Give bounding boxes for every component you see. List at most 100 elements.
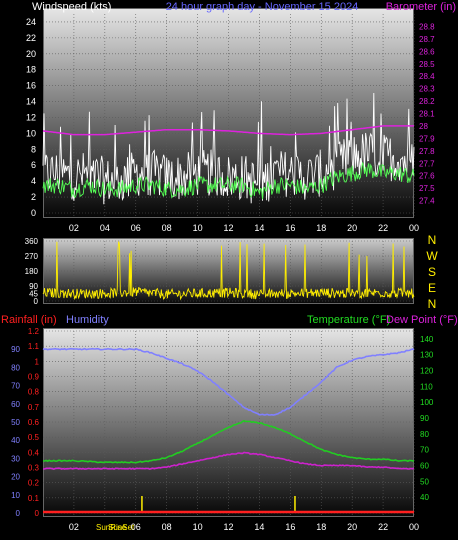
temperature-x-tick-label: 00 xyxy=(409,522,419,532)
direction-y-tick-label: 45 xyxy=(29,290,38,299)
rain-tick-label: 0.4 xyxy=(28,448,40,457)
wind-x-tick-label: 08 xyxy=(162,223,172,233)
direction-y-tick-label: 90 xyxy=(29,282,38,291)
barometer-tick-label: 28.3 xyxy=(419,85,435,94)
temperature-line xyxy=(43,419,415,464)
rain-tick-label: 0.3 xyxy=(28,464,40,473)
rain-tick-label: 0.7 xyxy=(28,403,40,412)
barometer-line xyxy=(42,125,414,136)
temperature-plot-area xyxy=(43,328,414,517)
humidity-tick-label: 10 xyxy=(11,491,20,500)
barometer-tick-label: 27.8 xyxy=(419,147,435,156)
wind-x-tick-label: 22 xyxy=(378,223,388,233)
temperature-tick-label: 60 xyxy=(420,462,429,471)
barometer-tick-label: 27.9 xyxy=(419,134,435,143)
temperature-x-tick-label: 02 xyxy=(69,522,79,532)
rain-tick-label: 0 xyxy=(35,509,40,518)
wind-y-tick-label: 12 xyxy=(26,112,36,122)
wind-x-tick-label: 14 xyxy=(254,223,264,233)
wind-y-tick-label: 16 xyxy=(26,81,36,91)
barometer-tick-label: 28.7 xyxy=(419,35,435,44)
dewpoint-line xyxy=(42,451,415,470)
rain-tick-label: 1 xyxy=(35,357,40,366)
compass-w: W xyxy=(426,249,438,263)
direction-y-tick-label: 270 xyxy=(25,252,39,261)
humidity-tick-label: 50 xyxy=(11,418,20,427)
rain-tick-label: 0.1 xyxy=(28,494,40,503)
compass-s: S xyxy=(428,265,436,279)
grid-layer xyxy=(43,14,415,517)
temperature-panel-frame xyxy=(43,328,414,517)
barometer-tick-label: 28.2 xyxy=(419,97,435,106)
wind-y-tick-label: 14 xyxy=(26,97,36,107)
wind-y-tick-label: 20 xyxy=(26,49,36,59)
wind-x-tick-label: 02 xyxy=(69,223,79,233)
wind-y-tick-label: 10 xyxy=(26,128,36,138)
windspeed-axis-title: Windspeed (kts) xyxy=(32,1,111,13)
wind-y-tick-label: 6 xyxy=(31,160,36,170)
wind-x-tick-label: 18 xyxy=(316,223,326,233)
wind-y-tick-label: 18 xyxy=(26,65,36,75)
humidity-line xyxy=(42,347,415,416)
compass-e: E xyxy=(428,281,436,295)
temperature-tick-label: 100 xyxy=(420,398,434,407)
temperature-tick-label: 80 xyxy=(420,430,429,439)
humidity-tick-label: 70 xyxy=(11,382,20,391)
wind-x-tick-label: 20 xyxy=(347,223,357,233)
windspeed-line xyxy=(42,92,415,205)
humidity-tick-label: 40 xyxy=(11,436,20,445)
barometer-tick-label: 27.6 xyxy=(419,172,435,181)
humidity-tick-label: 80 xyxy=(11,363,20,372)
temperature-tick-label: 40 xyxy=(420,493,429,502)
temperature-tick-label: 140 xyxy=(420,335,434,344)
graph-title: 24 hour graph day - November 15 2024 xyxy=(166,1,359,13)
temperature-x-tick-label: 12 xyxy=(223,522,233,532)
wind-average-line xyxy=(42,162,415,200)
wind-y-tick-label: 22 xyxy=(26,33,36,43)
direction-y-tick-label: 180 xyxy=(25,267,39,276)
wind-x-tick-label: 04 xyxy=(100,223,110,233)
temperature-tick-label: 120 xyxy=(420,367,434,376)
rain-tick-label: 1.2 xyxy=(28,327,40,336)
rain-tick-label: 0.9 xyxy=(28,373,40,382)
rain-tick-label: 0.6 xyxy=(28,418,40,427)
temperature-axis-title: Temperature (°F) xyxy=(307,314,390,326)
sunrise-label: SunRise xyxy=(96,523,127,532)
barometer-tick-label: 28 xyxy=(419,122,428,131)
temperature-tick-label: 70 xyxy=(420,446,429,455)
barometer-tick-label: 27.4 xyxy=(419,197,435,206)
barometer-tick-label: 28.4 xyxy=(419,72,435,81)
humidity-tick-label: 90 xyxy=(11,345,20,354)
temperature-tick-label: 90 xyxy=(420,414,429,423)
temperature-x-tick-label: 08 xyxy=(162,522,172,532)
sunset-label: SunSet xyxy=(108,523,135,532)
humidity-tick-label: 60 xyxy=(11,400,20,409)
barometer-tick-label: 28.8 xyxy=(419,22,435,31)
wind-y-tick-label: 0 xyxy=(31,208,36,218)
rain-tick-label: 0.5 xyxy=(28,433,40,442)
rain-tick-label: 1.1 xyxy=(28,342,40,351)
axis-labels-layer: 02468101214161820222427.427.527.627.727.… xyxy=(11,17,435,532)
humidity-axis-title: Humidity xyxy=(66,314,109,326)
series-layer xyxy=(42,92,415,514)
wind-y-tick-label: 24 xyxy=(26,17,36,27)
rain-tick-label: 0.8 xyxy=(28,388,40,397)
humidity-tick-label: 20 xyxy=(11,473,20,482)
wind-y-tick-label: 4 xyxy=(31,176,36,186)
barometer-tick-label: 28.6 xyxy=(419,47,435,56)
humidity-tick-label: 0 xyxy=(16,509,21,518)
temperature-x-tick-label: 20 xyxy=(347,522,357,532)
barometer-tick-label: 27.5 xyxy=(419,184,435,193)
wind-x-tick-label: 10 xyxy=(193,223,203,233)
rain-tick-label: 0.2 xyxy=(28,479,40,488)
dewpoint-axis-title: Dew Point (°F) xyxy=(386,314,458,326)
wind-x-tick-label: 12 xyxy=(223,223,233,233)
wind-x-tick-label: 16 xyxy=(285,223,295,233)
rainfall-axis-title: Rainfall (in) xyxy=(1,314,57,326)
barometer-tick-label: 28.5 xyxy=(419,60,435,69)
compass-n-bottom: N xyxy=(428,297,437,311)
direction-y-tick-label: 0 xyxy=(34,297,39,306)
temperature-tick-label: 130 xyxy=(420,351,434,360)
wind-y-tick-label: 2 xyxy=(31,192,36,202)
